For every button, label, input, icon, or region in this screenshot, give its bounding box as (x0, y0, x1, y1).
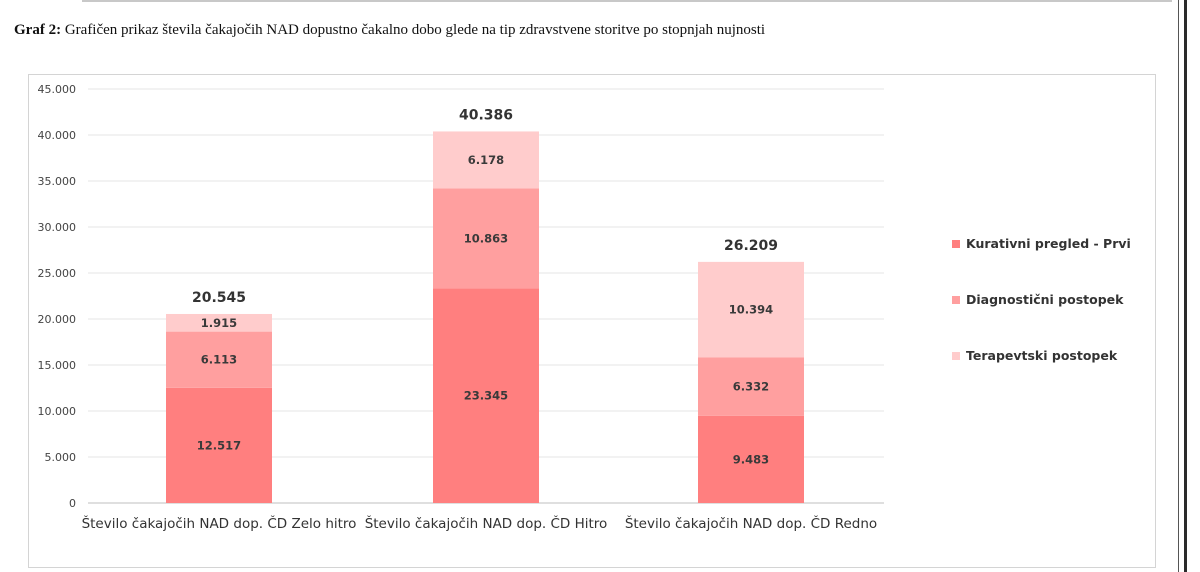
category-label: Število čakajočih NAD dop. ČD Zelo hitro (82, 514, 357, 532)
data-label: 6.113 (201, 353, 237, 367)
legend-swatch (952, 296, 960, 304)
total-label: 26.209 (724, 238, 778, 254)
data-label: 6.178 (468, 153, 504, 167)
data-label: 10.394 (729, 303, 773, 317)
data-label: 12.517 (197, 438, 241, 452)
data-label: 9.483 (733, 452, 769, 466)
legend-entry: Diagnostični postopek (966, 292, 1124, 307)
y-tick-label: 40.000 (38, 129, 77, 142)
bar-segment (698, 357, 804, 416)
bar-segment (433, 288, 539, 503)
bar-segment (433, 188, 539, 289)
page-edge-thin (1178, 0, 1179, 572)
y-tick-label: 10.000 (38, 405, 77, 418)
bar-segment (166, 387, 272, 503)
figure-caption: Graf 2: Grafičen prikaz števila čakajoči… (14, 22, 765, 39)
bar-segment (166, 313, 272, 332)
top-rule (82, 0, 1172, 2)
y-tick-label: 25.000 (38, 267, 77, 280)
caption-label: Graf 2: (14, 22, 62, 38)
chart-frame (28, 74, 1156, 568)
bar-segment (698, 415, 804, 503)
data-label: 10.863 (464, 231, 508, 245)
data-label: 1.915 (201, 316, 237, 330)
data-label: 23.345 (464, 389, 508, 403)
category-label: Število čakajočih NAD dop. ČD Hitro (365, 514, 608, 532)
bar-segment (166, 331, 272, 388)
bar-segment (433, 131, 539, 189)
y-tick-label: 5.000 (45, 451, 77, 464)
page-edge (1184, 0, 1187, 572)
caption-text: Grafičen prikaz števila čakajočih NAD do… (61, 22, 766, 38)
y-tick-label: 15.000 (38, 359, 77, 372)
legend-swatch (952, 240, 960, 248)
legend-entry: Terapevtski postopek (966, 348, 1118, 363)
legend-entry: Kurativni pregled - Prvi (966, 236, 1131, 251)
y-tick-label: 0 (69, 497, 76, 510)
total-label: 40.386 (459, 107, 513, 123)
data-label: 6.332 (733, 380, 769, 394)
y-tick-label: 30.000 (38, 221, 77, 234)
bar-segment (698, 261, 804, 358)
category-label: Število čakajočih NAD dop. ČD Redno (625, 514, 877, 532)
y-tick-label: 45.000 (38, 83, 77, 96)
total-label: 20.545 (192, 290, 246, 306)
y-tick-label: 35.000 (38, 175, 77, 188)
y-tick-label: 20.000 (38, 313, 77, 326)
legend-swatch (952, 352, 960, 360)
